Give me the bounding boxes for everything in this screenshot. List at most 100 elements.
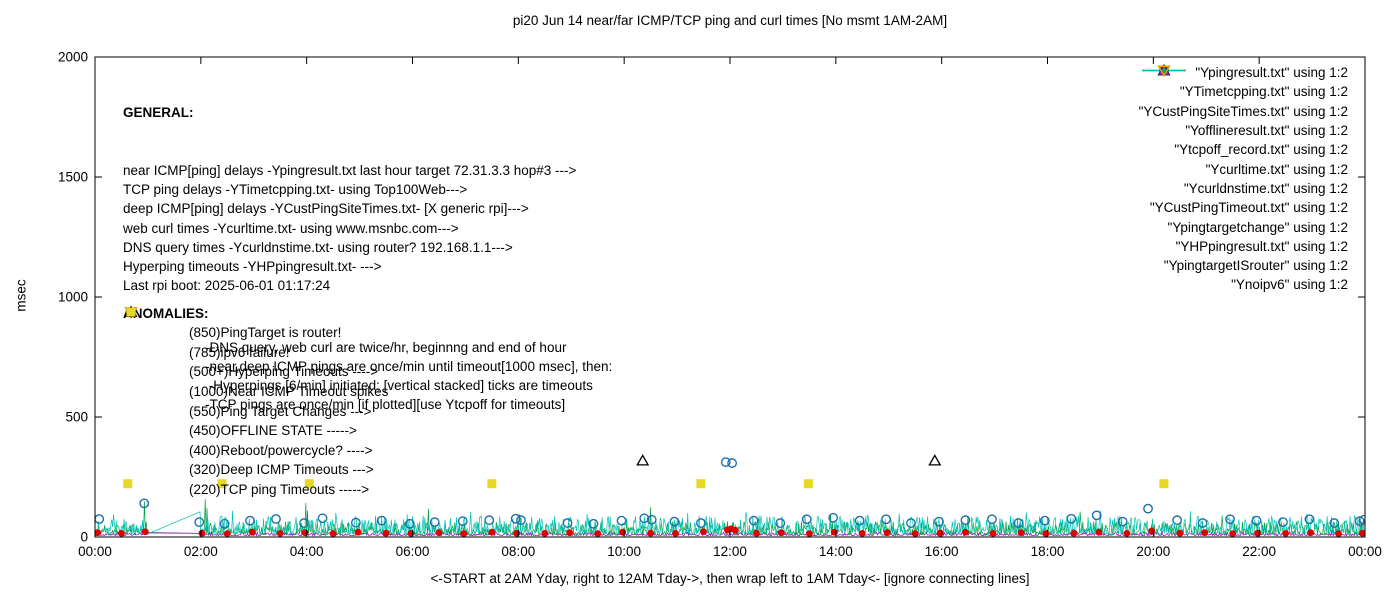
dot-marker-icon	[141, 528, 149, 536]
general-line: web curl times -Ycurltime.txt- using www…	[123, 220, 459, 236]
anomaly-label: (220)TCP ping Timeouts ----->	[189, 482, 370, 498]
legend-marker-open-triangle-down	[1157, 65, 1171, 78]
chart-title: pi20 Jun 14 near/far ICMP/TCP ping and c…	[512, 13, 948, 28]
dot-marker-icon	[731, 526, 739, 534]
series-line-YCustPingSiteTimes	[95, 510, 1365, 535]
circle-marker-icon	[350, 517, 361, 528]
legend-label: "YpingtargetISrouter" using 1:2	[1163, 258, 1348, 274]
legend-label: "Yofflineresult.txt" using 1:2	[1185, 123, 1348, 139]
dot-marker-icon	[1095, 528, 1103, 536]
anomaly-row: (1000)Near ICMP Timeout spikes	[189, 382, 388, 402]
dot-marker-icon	[382, 529, 390, 537]
dot-marker-icon	[198, 529, 206, 537]
dot-marker-icon	[936, 529, 944, 537]
circle-marker-icon	[510, 513, 521, 524]
filled-square-marker-icon	[696, 479, 706, 489]
filled-square-marker-icon	[126, 307, 136, 317]
series-points-Ytcpoff_record	[123, 479, 1169, 489]
circle-marker-icon	[1304, 514, 1315, 525]
legend-item: "Ypingresult.txt" using 1:2	[1139, 63, 1354, 82]
dot-marker-icon	[1070, 529, 1078, 537]
general-indented-line: -near,deep ICMP pings are once/min until…	[205, 359, 613, 375]
legend-item: "YTimetcpping.txt" using 1:2	[1139, 69, 1354, 101]
circle-marker-icon	[639, 513, 650, 524]
circle-marker-icon	[95, 514, 105, 524]
legend-label: "YCustPingSiteTimes.txt" using 1:2	[1138, 103, 1348, 119]
circle-marker-icon	[516, 515, 526, 526]
general-line: Last rpi boot: 2025-06-01 01:17:24	[123, 278, 331, 294]
circle-marker-icon	[317, 513, 328, 524]
circle-marker-icon	[484, 515, 495, 526]
circle-marker-icon	[616, 515, 627, 526]
dot-marker-icon	[1017, 529, 1025, 537]
x-tick-label: 12:00	[713, 544, 747, 559]
dot-marker-icon	[1042, 530, 1050, 537]
anomaly-row: (320)Deep ICMP Timeouts --->	[124, 305, 388, 480]
anomaly-label: (500+)Hyperping Timeouts ---->	[189, 364, 379, 380]
anomalies-notes: ANOMALIES: (850)PingTarget is router! (78…	[123, 304, 388, 499]
x-tick-label: 18:00	[1031, 544, 1065, 559]
circle-marker-icon	[1251, 515, 1262, 526]
dot-marker-icon	[777, 529, 785, 537]
legend-item: "Ycurltime.txt" using 1:2	[1139, 65, 1354, 178]
circle-marker-icon	[271, 514, 281, 524]
circle-marker-icon	[1091, 510, 1102, 521]
dot-marker-icon	[1201, 529, 1209, 537]
circle-marker-icon	[1225, 514, 1235, 525]
circle-marker-icon	[775, 518, 786, 528]
dot-marker-icon	[118, 530, 125, 537]
dot-marker-icon	[1335, 530, 1342, 537]
dot-marker-icon	[1123, 530, 1131, 537]
dot-marker-icon	[276, 530, 284, 537]
dot-marker-icon	[301, 529, 309, 537]
dot-marker-icon	[594, 530, 602, 537]
circle-marker-icon	[669, 516, 680, 527]
dot-marker-icon	[1282, 530, 1290, 537]
circle-marker-icon	[245, 515, 255, 526]
legend-label: "Ynoipv6" using 1:2	[1231, 277, 1348, 293]
circle-marker-icon	[960, 515, 971, 526]
circle-marker-icon	[457, 516, 468, 527]
x-tick-label: 06:00	[396, 544, 430, 559]
circle-marker-icon	[562, 518, 573, 528]
dot-marker-icon	[858, 530, 866, 537]
legend-label: "Ycurltime.txt" using 1:2	[1205, 161, 1348, 177]
dot-marker-icon	[672, 530, 679, 537]
x-tick-label: 16:00	[925, 544, 959, 559]
legend-item: "YCustPingSiteTimes.txt" using 1:2	[1138, 69, 1354, 121]
circle-marker-icon	[1278, 517, 1288, 528]
circle-marker-icon	[194, 517, 205, 528]
dot-marker-icon	[883, 529, 891, 537]
circle-marker-icon	[748, 515, 759, 526]
legend-item: "Yofflineresult.txt" using 1:2	[1139, 65, 1354, 140]
anomaly-row: (220)TCP ping Timeouts ----->	[126, 307, 388, 500]
x-tick-label: 20:00	[1136, 544, 1170, 559]
circle-marker-icon	[1066, 513, 1077, 524]
dot-marker-icon	[962, 528, 969, 536]
legend-item: "YpingtargetISrouter" using 1:2	[1139, 65, 1354, 275]
dot-marker-icon	[700, 528, 707, 536]
filled-square-marker-icon	[123, 479, 133, 489]
general-indented-line: -TCP pings are once/min [if plotted][use…	[205, 397, 566, 413]
general-indented-lines: -DNS query, web curl are twice/hr, begin…	[205, 338, 612, 415]
dot-marker-icon	[1176, 529, 1184, 537]
circle-marker-icon	[299, 518, 309, 528]
circle-marker-icon	[139, 498, 150, 509]
circle-marker-icon	[854, 515, 865, 526]
y-tick-label: 500	[65, 410, 88, 425]
filled-square-marker-icon	[803, 479, 813, 489]
general-indented-line: -DNS query, web curl are twice/hr, begin…	[205, 339, 567, 355]
dot-marker-icon	[805, 530, 813, 537]
x-tick-label: 08:00	[501, 544, 535, 559]
circle-marker-icon	[404, 518, 415, 529]
dot-marker-icon	[647, 529, 655, 537]
legend-item: "YHPpingresult.txt" using 1:2	[1139, 65, 1354, 256]
circle-marker-icon	[934, 516, 944, 527]
x-tick-label: 14:00	[819, 544, 853, 559]
legend-item: "Ycurldnstime.txt" using 1:2	[1139, 67, 1354, 198]
anomaly-rows: (850)PingTarget is router! (785)ipv6 fail…	[123, 305, 388, 500]
circle-marker-icon	[695, 518, 706, 528]
dot-marker-icon	[1229, 530, 1237, 537]
circle-marker-icon	[1013, 518, 1024, 528]
triangle-down-marker-icon	[1157, 65, 1171, 78]
